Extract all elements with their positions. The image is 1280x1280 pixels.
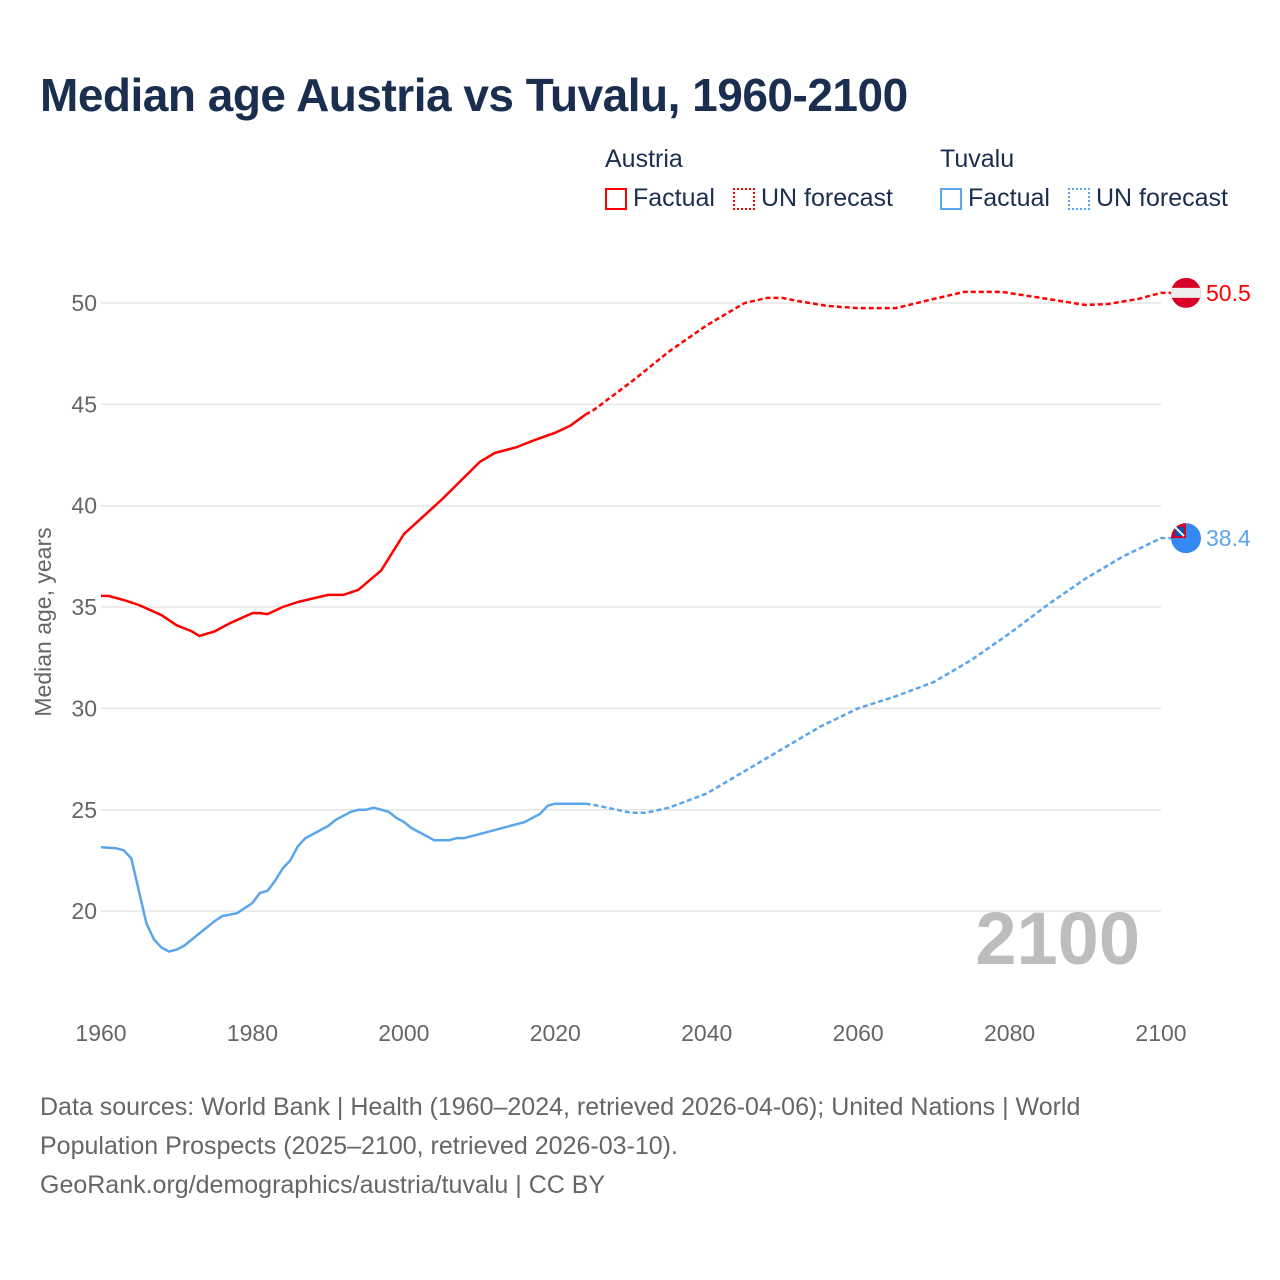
- swatch-dotted: [732, 187, 755, 210]
- x-tick-label: 2060: [833, 1020, 884, 1046]
- tuvalu-forecast-line: [585, 536, 1171, 815]
- swatch-solid: [605, 187, 627, 210]
- legend-group-label: Tuvalu: [940, 145, 1015, 173]
- austria-factual-line: [101, 413, 587, 638]
- legend-austria-forecast[interactable]: UN forecast: [732, 184, 893, 213]
- legend-label: Factual: [633, 184, 715, 212]
- line-chart: 20 25 30 35 40 45 50 1960 1980 2000 2020 2040 2060 20…: [30, 277, 1251, 1046]
- x-tick-label: 1980: [227, 1020, 278, 1046]
- legend-tuvalu: Tuvalu Factual UN forecast: [940, 145, 1228, 213]
- swatch-dotted: [1067, 187, 1090, 210]
- y-tick-label: 35: [71, 594, 97, 620]
- y-tick-label: 25: [71, 797, 97, 823]
- data-sources: Data sources: World Bank | Health (1960–…: [40, 1093, 1081, 1160]
- tuvalu-flag-icon: [1171, 523, 1201, 554]
- chart-title: Median age Austria vs Tuvalu, 1960-2100: [40, 69, 908, 121]
- year-label: 2100: [975, 897, 1140, 980]
- austria-forecast-line: [585, 290, 1171, 416]
- y-tick-label: 40: [71, 493, 97, 519]
- y-tick-label: 50: [71, 290, 97, 316]
- legend-austria-factual[interactable]: Factual: [605, 184, 715, 213]
- tuvalu-end-label: 38.4: [1206, 525, 1251, 551]
- austria-end-label: 50.5: [1206, 280, 1251, 306]
- legend-group-label: Austria: [605, 145, 683, 173]
- legend-tuvalu-factual[interactable]: Factual: [940, 184, 1050, 213]
- legend-label: Factual: [968, 184, 1050, 212]
- x-tick-label: 2040: [681, 1020, 732, 1046]
- swatch-solid: [940, 187, 962, 210]
- x-tick-label: 2000: [378, 1020, 429, 1046]
- legend-austria: Austria Factual UN forecast: [605, 145, 893, 213]
- legend-tuvalu-forecast[interactable]: UN forecast: [1067, 184, 1228, 213]
- y-tick-label: 20: [71, 898, 97, 924]
- x-tick-label: 2100: [1135, 1020, 1186, 1046]
- source-link[interactable]: GeoRank.org/demographics/austria/tuvalu …: [40, 1171, 606, 1199]
- y-tick-label: 45: [71, 391, 97, 417]
- footer: Data sources: World Bank | Health (1960–…: [40, 1088, 1190, 1205]
- x-tick-label: 2020: [530, 1020, 581, 1046]
- x-tick-label: 1960: [75, 1020, 126, 1046]
- austria-flag-icon: [1171, 277, 1201, 308]
- tuvalu-factual-line: [100, 802, 586, 953]
- flag-cross: [1174, 526, 1185, 537]
- y-tick-label: 30: [71, 695, 97, 721]
- flag-white: [1171, 287, 1201, 298]
- legend-label: UN forecast: [760, 184, 893, 212]
- legend-label: UN forecast: [1095, 184, 1228, 212]
- x-tick-label: 2080: [984, 1020, 1035, 1046]
- y-axis-label: Median age, years: [30, 527, 56, 716]
